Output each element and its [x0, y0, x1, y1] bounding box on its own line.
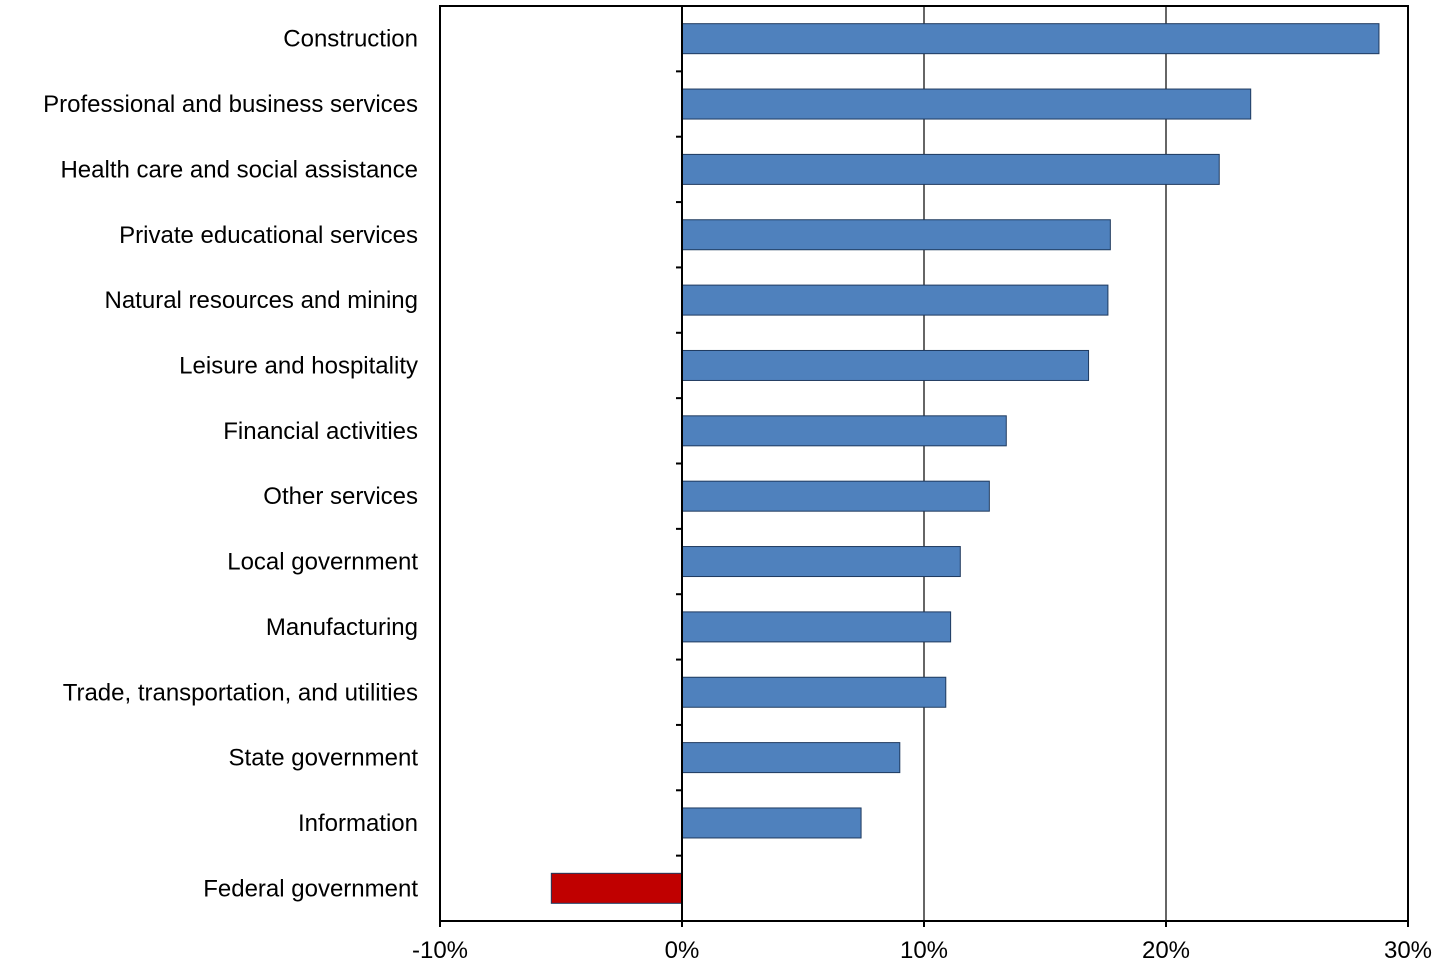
category-label: Natural resources and mining: [105, 287, 419, 314]
gridlines: [923, 6, 1167, 921]
x-tick-label: 20%: [1142, 937, 1190, 964]
x-tick-label: 30%: [1384, 937, 1432, 964]
bar: [681, 415, 1007, 447]
bar: [681, 284, 1109, 316]
category-label: Other services: [263, 483, 418, 510]
x-tick-label: 10%: [900, 937, 948, 964]
category-label: Private educational services: [119, 222, 418, 249]
category-label: Local government: [227, 549, 418, 576]
category-label: Construction: [283, 26, 418, 53]
category-label: Health care and social assistance: [60, 156, 418, 183]
bar: [681, 676, 947, 708]
x-tick-label: -10%: [412, 937, 468, 964]
category-label: Trade, transportation, and utilities: [63, 679, 418, 706]
x-axis-tick-labels: -10% 0% 10% 20% 30%: [412, 937, 1432, 964]
bar: [681, 219, 1111, 251]
category-label: Information: [298, 810, 418, 837]
category-label: Federal government: [203, 875, 418, 902]
category-label: State government: [229, 745, 419, 772]
bar: [681, 611, 952, 643]
category-labels: Construction Professional and business se…: [43, 26, 418, 903]
bar: [681, 807, 862, 839]
category-label: Manufacturing: [266, 614, 418, 641]
category-label: Professional and business services: [43, 91, 418, 118]
category-label: Financial activities: [223, 418, 418, 445]
bar: [681, 88, 1252, 120]
bar: [681, 546, 961, 578]
bar: [681, 349, 1090, 381]
bar: [681, 23, 1380, 55]
category-label: Leisure and hospitality: [179, 352, 418, 379]
plot-area-frame: [439, 5, 1409, 922]
bar: [681, 153, 1220, 185]
x-tick-label: 0%: [665, 937, 700, 964]
bars: [550, 23, 1380, 904]
bar: [681, 480, 990, 512]
bar: [550, 872, 683, 904]
zero-axis: [439, 6, 1409, 927]
bar: [681, 742, 901, 774]
